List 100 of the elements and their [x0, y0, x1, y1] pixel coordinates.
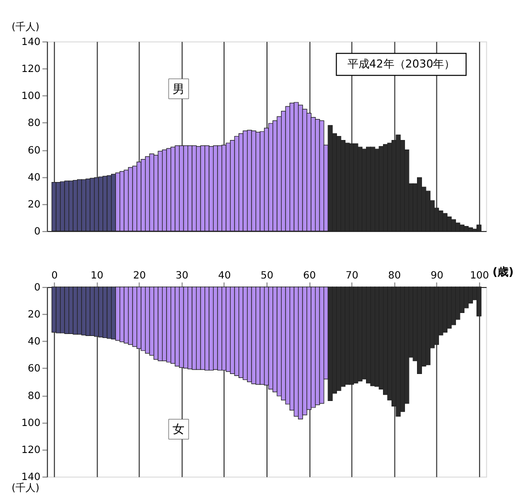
- bar: [86, 286, 90, 336]
- y-tick-label: 100: [21, 418, 40, 429]
- x-tick-label: 0: [51, 270, 58, 282]
- bar: [276, 286, 282, 396]
- bar: [362, 286, 367, 380]
- bar: [94, 286, 99, 337]
- bar: [242, 130, 248, 232]
- bar: [242, 286, 248, 380]
- bar: [94, 177, 99, 232]
- y-tick-label: 120: [21, 444, 40, 456]
- y-tick-label: 20: [28, 310, 40, 321]
- y-tick-label: 40: [28, 172, 40, 184]
- y-tick-label: 120: [21, 64, 40, 76]
- bar: [234, 136, 240, 232]
- bar: [217, 145, 222, 232]
- y-tick-label: 0: [34, 226, 40, 238]
- x-tick-label: 90: [430, 270, 444, 282]
- bar: [120, 286, 124, 342]
- y-tick-label: 40: [28, 336, 40, 348]
- text: 平成42年（2030年）: [347, 57, 456, 70]
- bar: [111, 286, 116, 340]
- bar: [370, 286, 376, 386]
- y-tick-label: 80: [28, 118, 40, 130]
- bar: [52, 286, 56, 333]
- bar: [77, 286, 82, 335]
- bar: [162, 286, 167, 362]
- y-tick-label: 140: [21, 36, 40, 48]
- text: 男: [172, 82, 185, 96]
- bar: [196, 286, 201, 370]
- text: 女: [172, 422, 185, 436]
- bar: [128, 167, 133, 232]
- bar: [60, 181, 65, 232]
- x-tick-label: 50: [260, 270, 274, 282]
- bar: [328, 286, 333, 402]
- bar: [111, 174, 116, 232]
- bar: [226, 142, 231, 232]
- bar: [68, 180, 74, 232]
- x-tick-label: 20: [133, 270, 146, 282]
- bar: [179, 286, 184, 368]
- bar: [120, 171, 124, 232]
- y-tick-label: 20: [28, 199, 40, 210]
- bar: [179, 145, 184, 232]
- bar: [128, 286, 133, 345]
- bar: [353, 286, 358, 384]
- x-tick-label: 100: [470, 270, 489, 282]
- bar: [302, 108, 308, 232]
- bar: [60, 286, 65, 334]
- bar: [77, 179, 82, 232]
- bar: [136, 286, 142, 349]
- bar: [268, 286, 274, 390]
- bar: [52, 182, 56, 232]
- bar: [154, 286, 158, 360]
- bar: [234, 286, 240, 376]
- bar: [260, 131, 265, 232]
- bar: [204, 286, 210, 371]
- bar: [170, 146, 176, 232]
- bar: [294, 102, 299, 232]
- bar: [204, 145, 210, 232]
- bar: [68, 286, 74, 334]
- bar: [251, 130, 256, 232]
- x-tick-label: 30: [176, 270, 188, 282]
- bar: [154, 154, 158, 232]
- x-tick-label: 40: [218, 270, 231, 282]
- x-tick-label: 70: [346, 270, 358, 282]
- bar: [310, 116, 316, 232]
- x-tick-label: 80: [388, 270, 401, 282]
- bar: [268, 123, 274, 232]
- bar: [226, 286, 231, 372]
- bar: [86, 178, 90, 232]
- y-tick-label: 60: [28, 145, 40, 156]
- bar: [102, 176, 108, 232]
- bar: [251, 286, 256, 384]
- bar: [217, 286, 222, 371]
- bar: [136, 162, 142, 232]
- y-axis-title: (千人): [12, 20, 40, 33]
- bar: [319, 286, 324, 404]
- y-axis-title: (千人): [12, 482, 40, 494]
- y-tick-label: 60: [28, 364, 40, 375]
- y-tick-label: 80: [28, 390, 40, 402]
- bar: [294, 286, 299, 417]
- bar: [310, 286, 316, 408]
- bar: [102, 286, 108, 338]
- bar: [162, 149, 167, 232]
- x-tick-label: 60: [303, 270, 316, 282]
- bar: [170, 286, 176, 364]
- bar: [145, 286, 150, 354]
- bar: [344, 286, 350, 385]
- bar: [188, 286, 192, 370]
- y-tick-label: 0: [34, 282, 40, 294]
- y-tick-label: 100: [21, 91, 40, 102]
- x-tick-label: 10: [90, 270, 104, 282]
- bar: [285, 106, 290, 232]
- bar: [446, 286, 452, 329]
- bar: [196, 146, 201, 232]
- bar: [302, 286, 308, 416]
- bar: [260, 286, 265, 385]
- bar: [319, 120, 324, 232]
- y-tick-label: 140: [21, 472, 40, 484]
- bar: [336, 286, 342, 391]
- x-axis-title: (歳): [492, 265, 514, 278]
